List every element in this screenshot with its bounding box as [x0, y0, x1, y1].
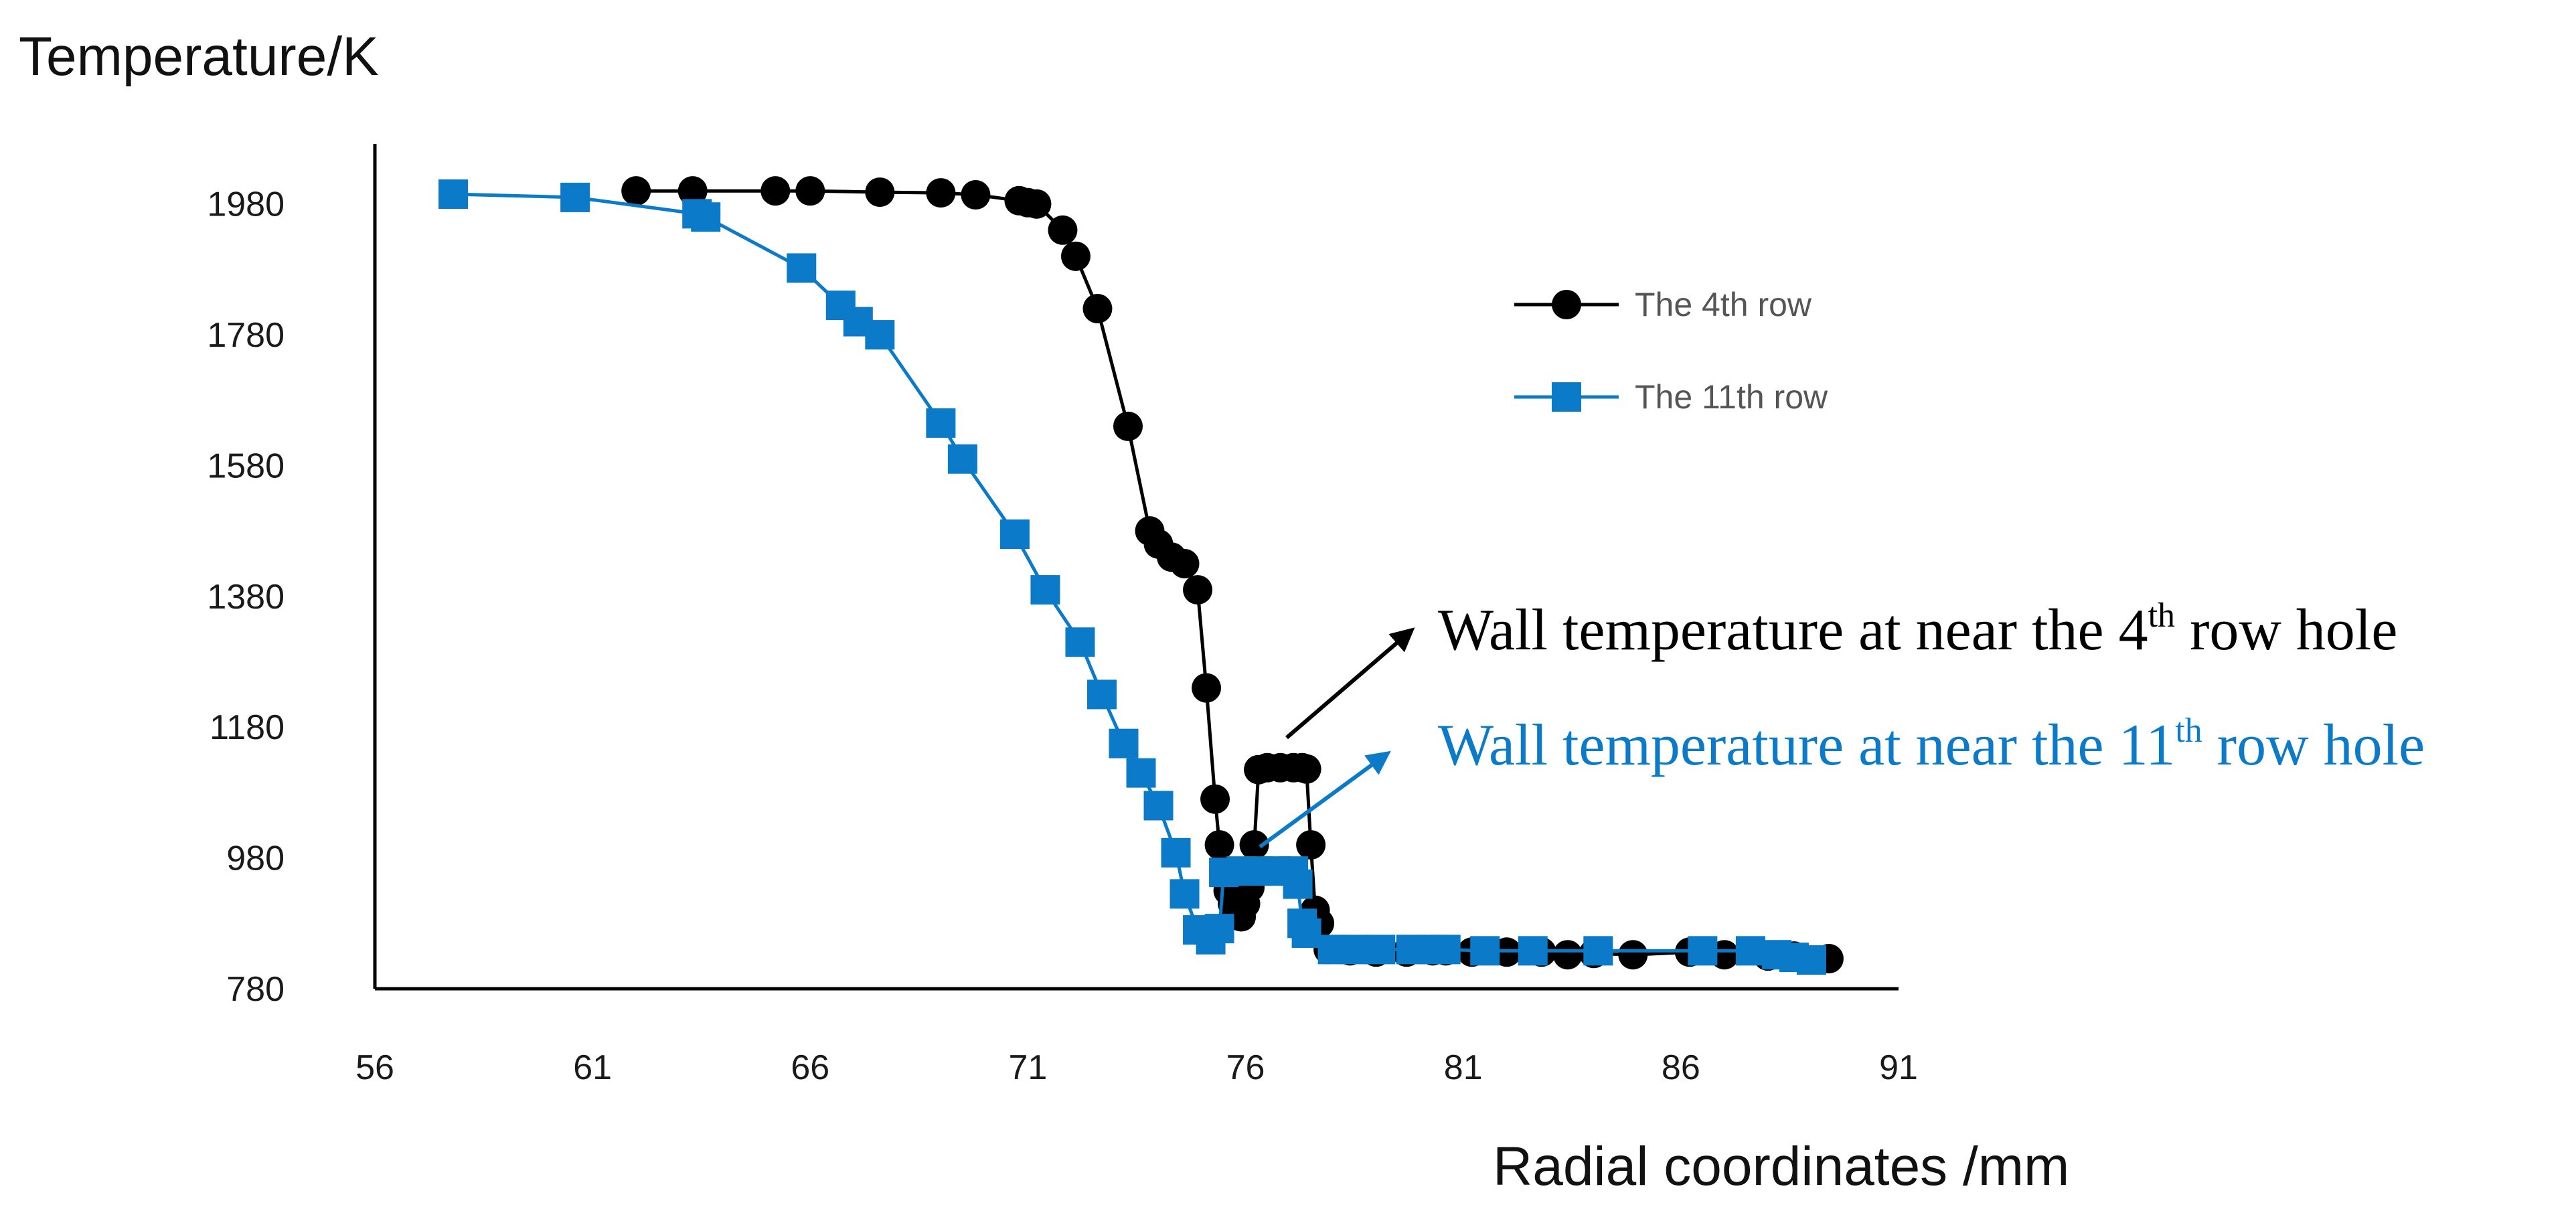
- x-tick-label: 76: [1226, 1048, 1265, 1087]
- data-point: [1086, 679, 1117, 710]
- data-point: [1583, 936, 1613, 966]
- data-point: [961, 180, 991, 210]
- data-point: [621, 176, 651, 206]
- data-point: [1030, 575, 1060, 605]
- y-tick-label: 980: [226, 839, 285, 878]
- data-point: [787, 253, 817, 283]
- data-point: [926, 408, 956, 438]
- data-point: [438, 179, 469, 210]
- legend-label-4th-row: The 4th row: [1635, 286, 1812, 323]
- data-point: [1126, 758, 1156, 788]
- data-point: [1183, 575, 1213, 605]
- data-point: [1688, 936, 1718, 966]
- series-11th-row: [438, 179, 1826, 975]
- data-point: [1170, 879, 1200, 909]
- legend-marker-circle-icon: [1552, 290, 1581, 319]
- annotation-4th-row: Wall temperature at near the 4th row hol…: [1438, 596, 2397, 663]
- data-point: [1366, 935, 1396, 965]
- data-point: [1552, 940, 1583, 970]
- data-point: [1082, 294, 1113, 323]
- annotation-4th-row-sup: th: [2148, 596, 2175, 635]
- data-point: [1204, 914, 1234, 944]
- data-point: [1283, 869, 1313, 899]
- legend: The 4th row The 11th row: [1514, 286, 1828, 416]
- data-point: [865, 177, 895, 208]
- x-tick-label: 61: [573, 1048, 612, 1087]
- data-point: [677, 176, 708, 206]
- y-tick-label: 1980: [207, 185, 285, 224]
- data-point: [1109, 728, 1139, 758]
- data-point: [926, 178, 956, 208]
- legend-item-4th-row: The 4th row: [1514, 286, 1812, 323]
- data-point: [760, 176, 791, 206]
- data-point: [1291, 918, 1321, 948]
- data-point: [1618, 940, 1648, 970]
- x-tick-label: 91: [1879, 1048, 1918, 1087]
- data-point: [1296, 830, 1326, 860]
- y-tick-label: 780: [226, 970, 285, 1009]
- data-point: [1022, 189, 1052, 219]
- y-tick-label: 1180: [210, 708, 285, 747]
- data-point: [1113, 411, 1143, 441]
- data-point: [947, 444, 977, 474]
- y-axis-title: Temperature/K: [19, 26, 379, 87]
- data-point: [1161, 837, 1191, 868]
- legend-label-11th-row: The 11th row: [1635, 378, 1828, 416]
- legend-item-11th-row: The 11th row: [1514, 378, 1828, 416]
- data-point: [1291, 754, 1321, 784]
- data-point: [560, 182, 590, 212]
- y-tick-labels: 780 980 1180 1380 1580 1780 1980: [207, 185, 285, 1009]
- annotation-11th-row-sup: th: [2175, 712, 2202, 750]
- x-tick-label: 66: [791, 1048, 829, 1087]
- x-tick-labels: 56 61 66 71 76 81 86 91: [355, 1048, 1918, 1087]
- annotation-11th-row: Wall temperature at near the 11th row ho…: [1438, 712, 2425, 778]
- series-layer: [438, 176, 1844, 975]
- data-point: [1340, 935, 1370, 965]
- data-point: [1200, 784, 1230, 814]
- data-point: [865, 320, 895, 350]
- x-tick-label: 86: [1662, 1048, 1700, 1087]
- data-point: [1239, 830, 1269, 860]
- data-point: [1204, 830, 1234, 860]
- annotation-4th-row-tail: row hole: [2175, 598, 2397, 663]
- data-point: [1735, 936, 1765, 966]
- y-tick-label: 1380: [207, 578, 285, 617]
- x-tick-label: 71: [1009, 1048, 1048, 1087]
- data-point: [1065, 627, 1095, 657]
- data-point: [691, 202, 721, 232]
- legend-marker-square-icon: [1552, 382, 1581, 412]
- data-point: [1192, 673, 1222, 703]
- annotation-11th-row-tail: row hole: [2202, 713, 2425, 778]
- data-point: [1796, 945, 1826, 975]
- data-point: [1143, 791, 1174, 821]
- data-point: [1170, 549, 1200, 578]
- annotation-11th-row-main: Wall temperature at near the 11: [1438, 713, 2175, 778]
- y-tick-label: 1780: [207, 316, 285, 355]
- x-tick-label: 56: [355, 1048, 394, 1087]
- data-point: [1060, 241, 1091, 271]
- data-point: [795, 176, 825, 206]
- x-axis-title: Radial coordinates /mm: [1493, 1136, 2069, 1197]
- annotation-arrow-4th-row: [1285, 627, 1415, 740]
- y-tick-label: 1580: [207, 447, 285, 485]
- series-line: [453, 192, 1812, 962]
- annotation-arrow-11th-row: [1259, 750, 1391, 849]
- data-point: [1048, 215, 1078, 245]
- data-point: [1470, 936, 1500, 966]
- data-point: [1518, 936, 1548, 966]
- annotation-4th-row-main: Wall temperature at near the 4: [1438, 598, 2148, 663]
- data-point: [1431, 935, 1461, 965]
- data-point: [999, 519, 1030, 550]
- x-tick-label: 81: [1444, 1048, 1483, 1087]
